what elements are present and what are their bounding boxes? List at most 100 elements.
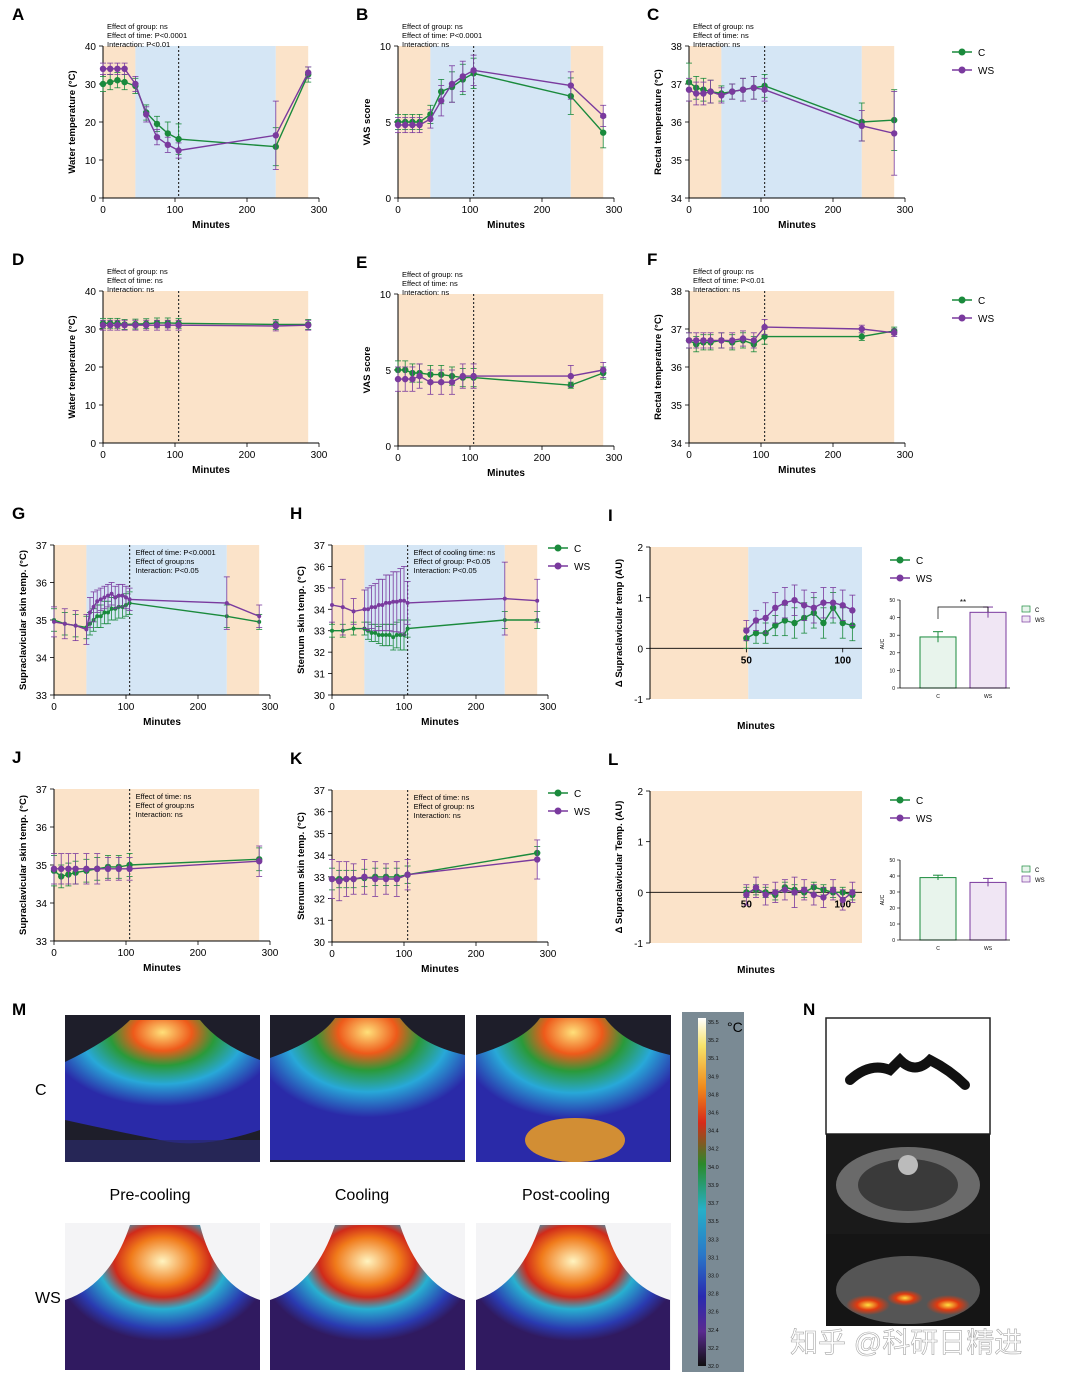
- legend-marker-c: [554, 544, 562, 552]
- auc-y-tick-label: 50: [889, 858, 895, 864]
- colorbar-tick-label: 33.5: [708, 1219, 719, 1225]
- x-tick-label: 0: [100, 205, 106, 216]
- data-point-ws: [114, 65, 121, 73]
- colorbar-tick-label: 35.1: [708, 1056, 719, 1062]
- x-tick-label: 100: [396, 949, 413, 960]
- legend-marker-ws: [554, 562, 562, 570]
- y-tick-label: 37: [671, 80, 683, 91]
- data-point-ws: [762, 891, 769, 899]
- y-tick-label: 36: [314, 562, 326, 573]
- legend-marker-c: [958, 296, 966, 304]
- colorbar-frame: [682, 1012, 744, 1372]
- data-point-ws: [351, 609, 356, 614]
- data-point-ws: [404, 871, 411, 878]
- y-tick-label: 37: [314, 541, 326, 552]
- data-point-c: [380, 633, 385, 637]
- data-point-ws: [336, 878, 343, 885]
- y-tick-label: 36: [671, 118, 683, 129]
- colorbar-tick-label: 35.2: [708, 1038, 719, 1044]
- data-point-ws: [94, 865, 101, 872]
- y-tick-label: 34: [36, 899, 48, 910]
- data-point-c: [820, 619, 827, 627]
- y-tick-label: 30: [85, 325, 97, 336]
- y-tick-label: 35: [36, 616, 48, 627]
- data-point-ws: [132, 322, 139, 329]
- significance-bracket: [937, 606, 989, 619]
- legend-marker-ws: [896, 574, 904, 582]
- series-line-ws: [331, 858, 538, 882]
- x-tick-label: 300: [606, 205, 623, 216]
- data-point-ws: [382, 875, 390, 883]
- data-point-ws: [272, 132, 279, 139]
- stats-line: Effect of time: P<0.0001: [107, 31, 187, 40]
- data-point-ws: [121, 322, 128, 329]
- data-point-ws: [115, 865, 123, 872]
- y-tick-label: 1: [637, 594, 643, 605]
- colorbar-tick-label: 34.0: [708, 1165, 719, 1171]
- x-tick-label: 300: [311, 205, 328, 216]
- x-tick-label: 0: [329, 702, 335, 713]
- data-point-ws: [752, 884, 760, 891]
- data-point-ws: [83, 865, 90, 872]
- row-label-c: C: [35, 1082, 47, 1099]
- y-axis-label: Sternum skin temp. (°C): [296, 812, 307, 920]
- panel-letter: K: [290, 749, 303, 768]
- data-point-ws: [781, 886, 789, 893]
- data-point-ws: [448, 80, 456, 88]
- auc-y-tick-label: 50: [889, 598, 895, 604]
- x-tick-label: 100: [118, 948, 135, 959]
- data-point-ws: [328, 875, 336, 883]
- chart-j: 33 34 35 36 37 0 100 200 300 Minutes Supraclavicul…: [12, 748, 279, 974]
- x-tick-label: 100: [753, 450, 770, 461]
- auc-y-tick-label: 40: [889, 874, 895, 880]
- data-point-ws: [384, 600, 388, 605]
- row-label-ws: WS: [35, 1290, 61, 1307]
- x-axis-label: Minutes: [143, 717, 181, 728]
- x-axis-label: Minutes: [192, 465, 230, 476]
- data-point-ws: [305, 322, 312, 329]
- legend-marker-ws: [554, 807, 562, 815]
- x-tick-label: 200: [468, 949, 485, 960]
- y-axis-label: Water temperature (°C): [67, 70, 78, 173]
- data-point-ws: [685, 86, 693, 93]
- panel-letter: H: [290, 504, 302, 523]
- data-point-c: [791, 619, 798, 627]
- data-point-ws: [600, 366, 607, 374]
- data-point-ws: [366, 607, 370, 612]
- data-point-ws: [102, 595, 107, 600]
- x-tick-label: 200: [190, 948, 207, 959]
- x-tick-label: 200: [534, 453, 551, 464]
- y-tick-label: 35: [314, 584, 326, 595]
- y-tick-label: 37: [314, 786, 326, 797]
- y-tick-label: 5: [385, 366, 391, 377]
- x-tick-label: 300: [262, 702, 279, 713]
- x-axis-label: Minutes: [421, 964, 459, 975]
- y-tick-label: 32: [314, 648, 326, 659]
- data-point-ws: [124, 595, 128, 600]
- stats-line: Interaction: ns: [107, 285, 154, 294]
- panel-letter: G: [12, 504, 25, 523]
- x-tick-label: 300: [897, 450, 914, 461]
- y-tick-label: 34: [314, 851, 326, 862]
- stats-line: Interaction: ns: [414, 811, 461, 820]
- panel-letter: C: [647, 5, 659, 24]
- legend-marker-c: [896, 796, 904, 804]
- colorbar-tick-label: 32.2: [708, 1346, 719, 1352]
- legend-label-c: C: [574, 789, 581, 800]
- stats-line: Effect of time: P<0.0001: [136, 548, 216, 557]
- y-tick-label: 34: [314, 605, 326, 616]
- data-point-ws: [175, 322, 182, 329]
- data-point-ws: [427, 378, 434, 386]
- stats-line: Effect of time: ns: [107, 276, 163, 285]
- y-tick-label: 10: [85, 156, 97, 167]
- x-axis-label: Minutes: [778, 465, 816, 476]
- data-point-ws: [95, 599, 100, 604]
- data-point-ws: [132, 80, 139, 88]
- panel-letter: A: [12, 5, 24, 24]
- y-tick-label: 34: [671, 439, 683, 450]
- auc-y-tick-label: 20: [889, 651, 895, 657]
- auc-legend-swatch: [1021, 865, 1031, 873]
- data-point-ws: [62, 621, 67, 626]
- data-point-ws: [109, 591, 114, 596]
